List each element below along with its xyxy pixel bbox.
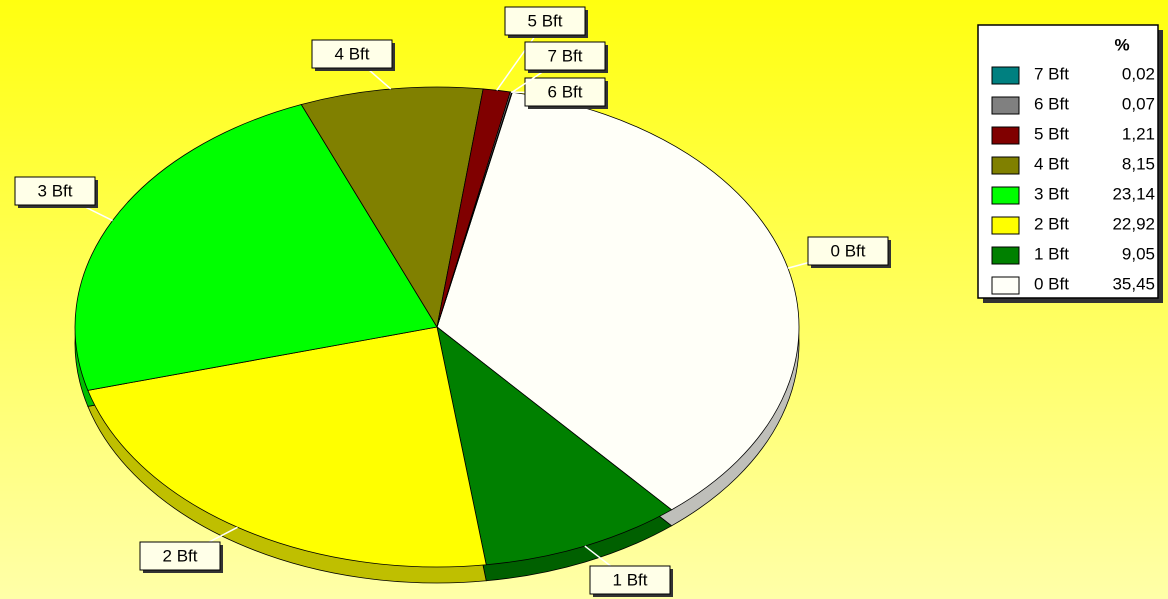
legend-value: 22,92 [1112, 214, 1155, 233]
label-box [504, 6, 586, 36]
slice-label: 0 Bft [831, 241, 866, 260]
legend-label: 7 Bft [1034, 64, 1069, 83]
slice-label: 6 Bft [548, 82, 583, 101]
legend-value: 0,02 [1122, 64, 1155, 83]
label-box [589, 565, 671, 595]
label-box [311, 39, 393, 69]
slice [87, 326, 487, 568]
legend-value: 1,21 [1122, 124, 1155, 143]
legend-swatch [991, 126, 1020, 145]
legend-swatch [991, 246, 1020, 265]
label-box [14, 176, 96, 206]
slice-label: 1 Bft [613, 570, 648, 589]
slice [300, 86, 484, 329]
slice-labels: 0 Bft 1 Bft 2 Bft 3 Bft 4 Bft 5 Bft 6 Bft 7 Bft [14, 6, 891, 597]
slice [436, 91, 800, 511]
legend-value: 0,07 [1122, 94, 1155, 113]
slice [436, 326, 673, 566]
legend-swatch [991, 66, 1020, 85]
legend: % 7 Bft 0,02 6 Bft 0,07 5 Bft 1,21 4 Bft 8,15 3 … [977, 24, 1163, 303]
label-box [524, 41, 606, 71]
legend-swatch [991, 186, 1020, 205]
legend-swatch [991, 156, 1020, 175]
legend-label: 3 Bft [1034, 184, 1069, 203]
pie [74, 86, 800, 584]
legend-swatch [991, 96, 1020, 115]
label-box [807, 236, 889, 266]
slice-label: 3 Bft [38, 181, 73, 200]
legend-swatch [991, 216, 1020, 235]
legend-swatch [991, 276, 1020, 295]
slice [74, 104, 438, 391]
legend-label: 0 Bft [1034, 274, 1069, 293]
legend-label: 1 Bft [1034, 244, 1069, 263]
legend-value: 8,15 [1122, 154, 1155, 173]
legend-label: 4 Bft [1034, 154, 1069, 173]
legend-value: 9,05 [1122, 244, 1155, 263]
slice-label: 4 Bft [335, 44, 370, 63]
legend-label: 6 Bft [1034, 94, 1069, 113]
legend-label: 2 Bft [1034, 214, 1069, 233]
legend-title: % [1114, 35, 1129, 54]
slice-label: 5 Bft [528, 11, 563, 30]
legend-value: 35,45 [1112, 274, 1155, 293]
label-box [139, 541, 221, 571]
label-box [524, 77, 606, 107]
slice-label: 7 Bft [548, 46, 583, 65]
slice-label: 2 Bft [163, 546, 198, 565]
legend-label: 5 Bft [1034, 124, 1069, 143]
legend-value: 23,14 [1112, 184, 1155, 203]
